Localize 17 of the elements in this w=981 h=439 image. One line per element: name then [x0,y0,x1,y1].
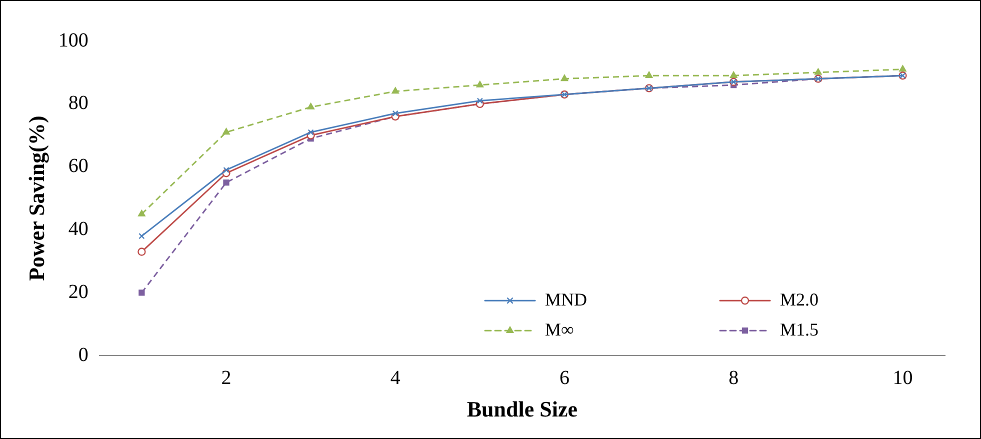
x-tick-label: 2 [221,366,232,389]
y-tick-label: 0 [78,344,88,366]
x-tick-label: 10 [892,366,913,389]
x-tick-label: 8 [728,366,739,389]
legend-label: M1.5 [780,319,819,340]
y-tick-label: 100 [58,29,88,52]
legend-label: MND [545,289,588,310]
y-tick-label: 60 [68,155,88,178]
x-tick-label: 6 [559,366,570,389]
y-axis-title: Power Saving(%) [24,116,49,281]
y-tick-label: 80 [68,92,88,114]
legend-label: M∞ [545,319,574,340]
y-tick-label: 40 [68,218,88,240]
legend-label: M2.0 [780,289,819,310]
x-axis-title: Bundle Size [466,396,578,422]
x-tick-label: 4 [390,366,400,389]
y-tick-label: 20 [68,280,88,303]
